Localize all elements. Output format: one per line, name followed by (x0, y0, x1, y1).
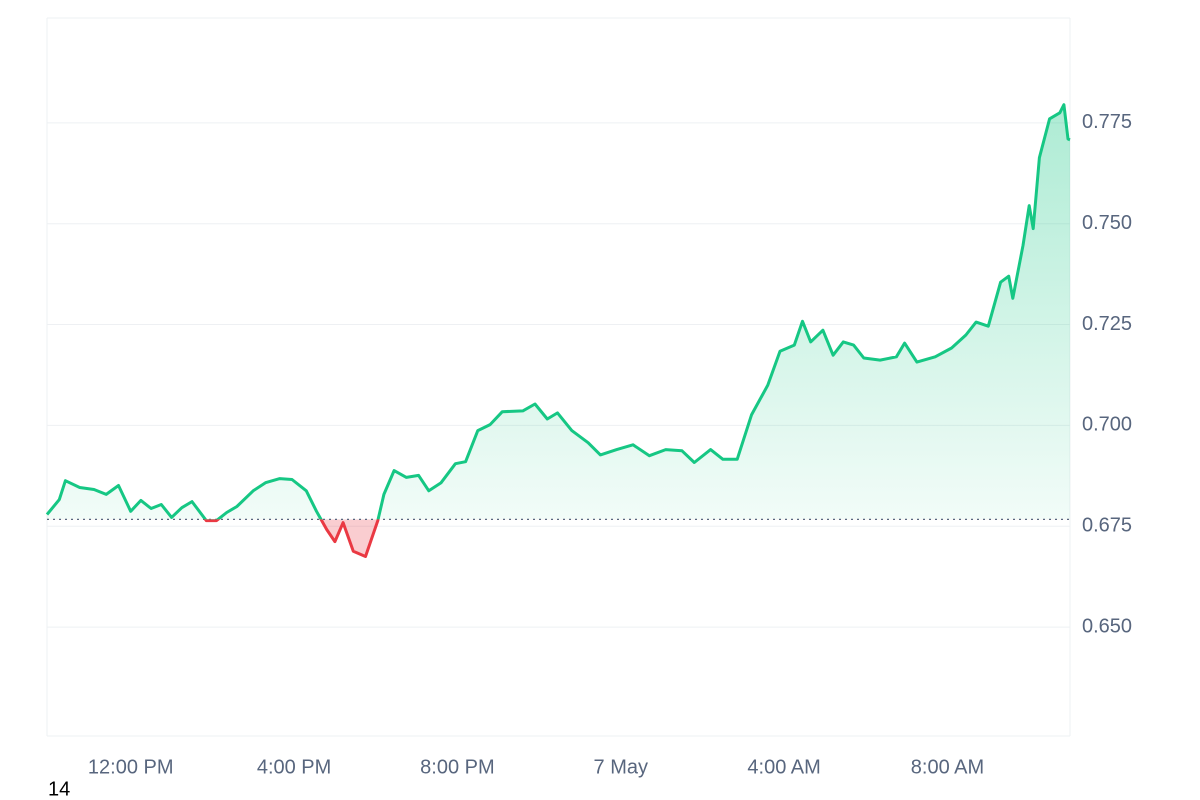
x-tick-label: 7 May (594, 756, 648, 778)
y-tick-label: 0.775 (1082, 111, 1132, 133)
footnote: 14 (48, 778, 70, 800)
x-tick-label: 4:00 AM (747, 756, 820, 778)
area-above (47, 104, 1070, 520)
x-tick-label: 8:00 AM (911, 756, 984, 778)
x-tick-label: 4:00 PM (257, 756, 331, 778)
price-line-down (203, 519, 380, 558)
plot: 0.650 0.675 0.700 0.725 0.750 0.775 12:00 PM 4:… (45, 17, 1132, 778)
x-tick-label: 12:00 PM (88, 756, 174, 778)
y-tick-label: 0.675 (1082, 515, 1132, 537)
y-tick-label: 0.725 (1082, 313, 1132, 335)
y-tick-label: 0.750 (1082, 212, 1132, 234)
y-tick-label: 0.650 (1082, 615, 1132, 637)
x-tick-label: 8:00 PM (420, 756, 494, 778)
price-line-up (45, 103, 1071, 520)
y-tick-label: 0.700 (1082, 414, 1132, 436)
